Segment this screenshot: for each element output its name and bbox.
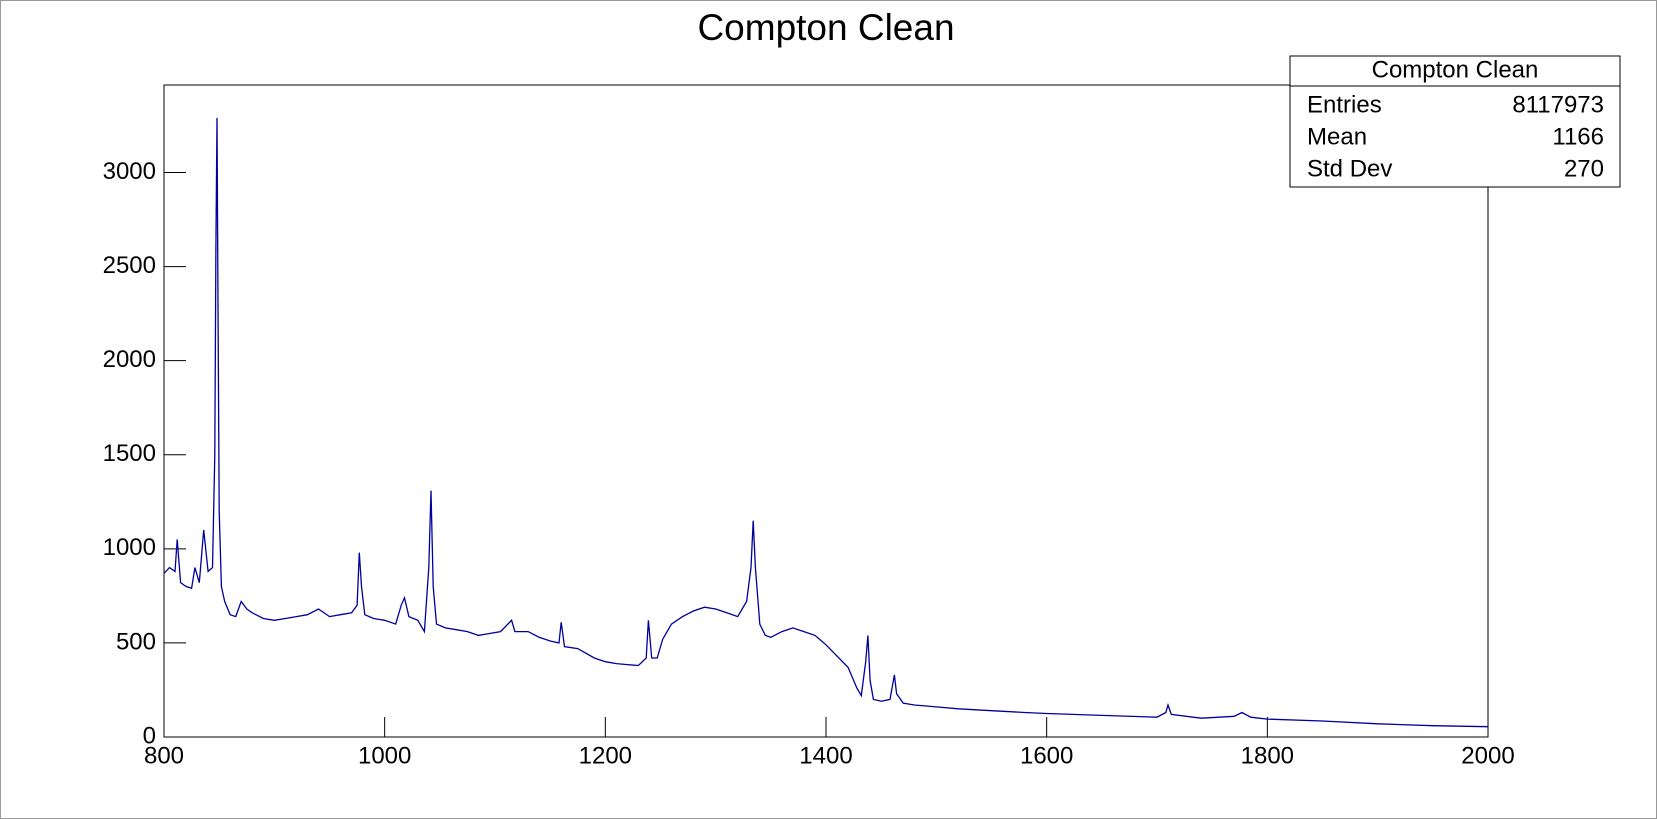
stats-label: Entries [1307,91,1382,118]
x-tick-label: 1000 [358,742,411,769]
chart-title: Compton Clean [697,7,954,48]
stats-box [1289,55,1621,188]
stats-value: 8117973 [1512,91,1604,118]
x-tick-label: 1600 [1020,742,1073,769]
x-tick-label: 1800 [1241,742,1294,769]
x-tick-label: 2000 [1461,742,1514,769]
x-tick-label: 1400 [799,742,852,769]
histogram-line [163,117,1489,728]
stats-value: 270 [1564,155,1604,182]
y-tick-label: 500 [116,628,156,655]
y-tick-label: 1500 [103,440,156,467]
stats-value: 1166 [1552,123,1604,150]
y-tick-label: 0 [143,722,156,749]
stats-label: Std Dev [1307,155,1392,182]
x-tick-label: 800 [144,742,184,769]
stats-title: Compton Clean [1372,56,1539,83]
y-tick-label: 1000 [103,534,156,561]
y-tick-label: 2500 [103,252,156,279]
y-tick-label: 2000 [103,346,156,373]
stats-label: Mean [1307,123,1367,150]
x-tick-label: 1200 [579,742,632,769]
y-tick-label: 3000 [103,158,156,185]
